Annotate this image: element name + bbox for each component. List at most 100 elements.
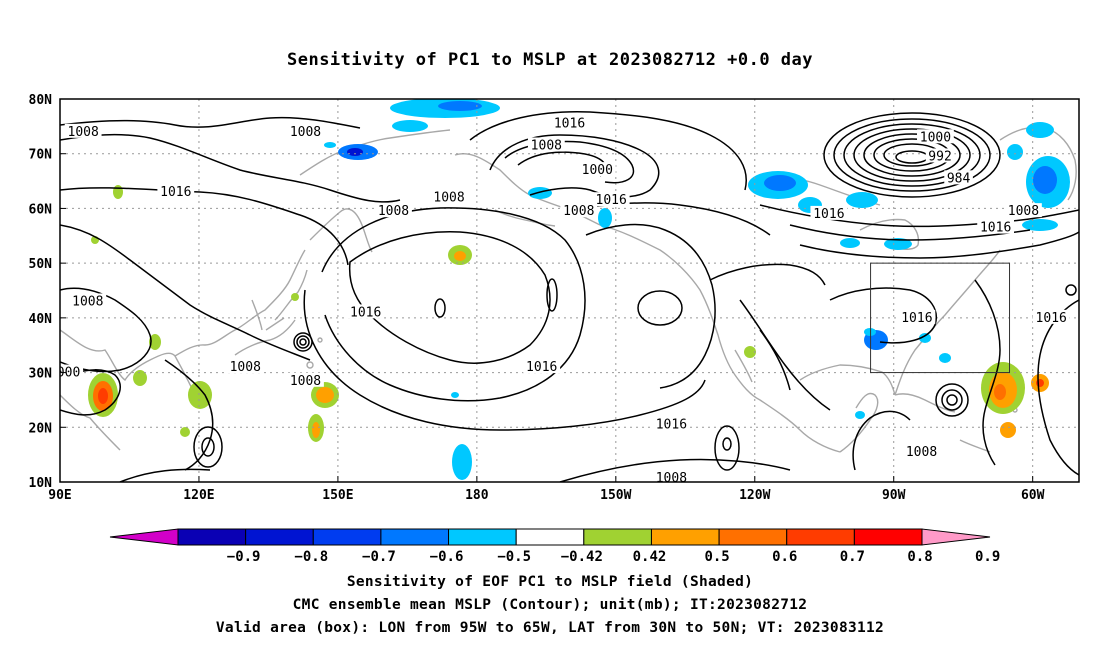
- caption-line-1: Sensitivity of EOF PC1 to MSLP field (Sh…: [346, 574, 754, 590]
- contour-labels: 1008 1008 1016 1008 1008 1008 1000 1008 1008 1016…: [49, 115, 1070, 486]
- lon-tick-label: 90W: [882, 488, 906, 503]
- contour-label-bg: [977, 219, 1015, 234]
- contour-label-bg: [925, 148, 955, 163]
- contour-label: 1016: [1036, 311, 1067, 326]
- contour-label-bg: [287, 123, 324, 138]
- colorbar-label: −0.42: [561, 549, 603, 565]
- contour-label: 1000: [49, 366, 80, 381]
- colorbar: −0.9 −0.8 −0.7 −0.6 −0.5 −0.42 0.42 0.5 0.6 0.7 0.…: [109, 528, 1000, 565]
- contour-label: 1016: [160, 185, 191, 200]
- valid-area-box: [870, 262, 1011, 374]
- contour-label: 1000: [920, 130, 951, 145]
- lon-tick-label: 90E: [48, 488, 71, 503]
- caption-line-2: CMC ensemble mean MSLP (Contour); unit(m…: [292, 597, 808, 613]
- lat-tick-label: 40N: [29, 312, 53, 327]
- colorbar-label: 0.8: [907, 549, 932, 565]
- mslp-contours: [60, 110, 1079, 482]
- contour-label: 1008: [656, 471, 687, 486]
- contour-label-bg: [287, 372, 324, 387]
- contour-label-bg: [1005, 203, 1042, 218]
- contour-label: 1016: [526, 360, 557, 375]
- colorbar-min-triangle: [109, 528, 179, 546]
- contour-label-bg: [944, 170, 973, 185]
- contour-label: 1008: [72, 294, 103, 309]
- contour-label: 1016: [813, 207, 844, 222]
- caption-line-3: Valid area (box): LON from 95W to 65W, L…: [215, 620, 885, 636]
- lat-tick-label: 30N: [29, 367, 53, 382]
- colorbar-segment: [312, 528, 382, 546]
- contour-label: 1000: [582, 163, 613, 178]
- contour-label-bg: [64, 123, 102, 138]
- lat-tick-label: 20N: [29, 421, 53, 436]
- contour-label: 1008: [290, 374, 321, 389]
- colorbar-max-triangle: [921, 528, 991, 546]
- lon-tick-label: 60W: [1021, 488, 1045, 503]
- contour-label-bg: [1032, 309, 1070, 324]
- colorbar-segment: [448, 528, 517, 546]
- contour-label: 1016: [980, 221, 1011, 236]
- contour-label-bg: [592, 192, 630, 207]
- contour-label-bg: [60, 364, 84, 379]
- contour-label-bg: [898, 309, 936, 324]
- colorbar-label: 0.6: [772, 549, 797, 565]
- contour-label-bg: [430, 189, 468, 204]
- contour-label-bg: [578, 162, 616, 177]
- contour-label: 1016: [901, 311, 932, 326]
- contour-label-bg: [157, 184, 195, 199]
- contour-label: 1008: [531, 139, 562, 154]
- contour-label: 1008: [68, 125, 99, 140]
- lat-tick-label: 80N: [29, 93, 53, 108]
- colorbar-label: 0.9: [975, 549, 1000, 565]
- colorbar-segment: [650, 528, 720, 546]
- colorbar-segment: [380, 528, 450, 546]
- contour-label-bg: [69, 293, 107, 308]
- contour-label-bg: [903, 443, 940, 458]
- contour-label-bg: [347, 304, 385, 319]
- lat-tick-label: 50N: [29, 257, 53, 272]
- contour-label: 1008: [1008, 204, 1039, 219]
- colorbar-segment: [853, 528, 923, 546]
- colorbar-label: −0.5: [497, 549, 531, 565]
- contour-label-bg: [560, 203, 598, 218]
- contour-label: 1016: [656, 418, 687, 433]
- lon-tick-label: 120E: [183, 488, 214, 503]
- plot-area: 1008 1008 1016 1008 1008 1008 1000 1008 1008 1016…: [49, 99, 1079, 486]
- colorbar-segment: [515, 528, 585, 546]
- map-title: Sensitivity of PC1 to MSLP at 2023082712…: [286, 50, 813, 70]
- colorbar-label: −0.6: [430, 549, 464, 565]
- lat-tick-label: 10N: [29, 476, 53, 491]
- contour-label-bg: [551, 115, 588, 130]
- contour-label: 1008: [906, 445, 937, 460]
- colorbar-segment: [245, 528, 314, 546]
- contour-label-bg: [917, 129, 954, 144]
- contour-label: 1008: [230, 360, 261, 375]
- contour-label-bg: [810, 205, 848, 220]
- plot-frame: [59, 98, 1080, 483]
- contour-label: 1008: [563, 204, 594, 219]
- sensitivity-shading: [88, 99, 1070, 480]
- contour-label-bg: [527, 137, 565, 152]
- contour-label-bg: [653, 470, 690, 482]
- contour-label: 1016: [554, 117, 585, 132]
- lat-tick-label: 70N: [29, 148, 53, 163]
- contour-label-bg: [226, 359, 264, 374]
- colorbar-label: 0.7: [840, 549, 865, 565]
- colorbar-label: 0.5: [704, 549, 729, 565]
- colorbar-segment: [718, 528, 788, 546]
- colorbar-segment: [583, 528, 652, 546]
- colorbar-label: −0.9: [227, 549, 261, 565]
- contour-label: 1008: [378, 204, 409, 219]
- colorbar-segment: [786, 528, 855, 546]
- lon-tick-label: 120W: [739, 488, 770, 503]
- contour-label: 1016: [350, 305, 381, 320]
- contour-label-bg: [375, 203, 412, 218]
- contour-label: 1008: [433, 190, 464, 205]
- contour-label: 992: [928, 149, 951, 164]
- lon-tick-label: 150W: [600, 488, 631, 503]
- contour-label-bg: [523, 359, 561, 374]
- colorbar-label: −0.8: [294, 549, 328, 565]
- colorbar-label: 0.42: [633, 549, 667, 565]
- contour-label: 984: [947, 171, 971, 186]
